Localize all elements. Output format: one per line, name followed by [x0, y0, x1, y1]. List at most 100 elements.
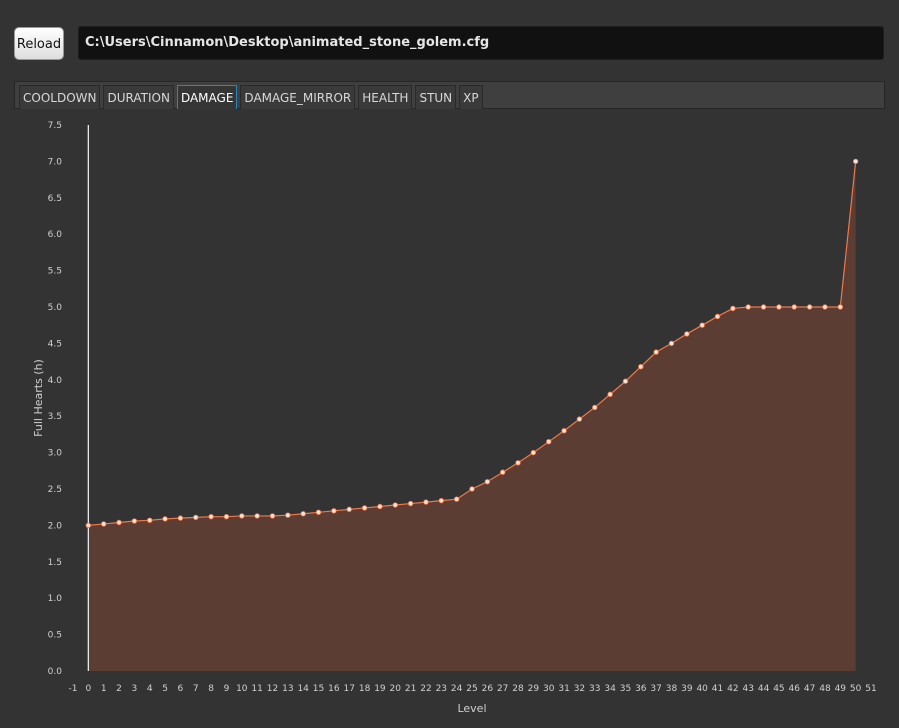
x-tick-label: 18 — [359, 684, 371, 694]
data-point — [131, 518, 138, 524]
tab-bar: COOLDOWN DURATION DAMAGE DAMAGE_MIRROR H… — [14, 81, 885, 109]
x-tick-label: 35 — [620, 684, 631, 694]
data-point — [607, 391, 613, 398]
data-point — [208, 513, 214, 520]
x-tick-label: 31 — [558, 684, 569, 694]
data-point — [193, 514, 199, 521]
damage-chart: 0.0 0.5 1.0 1.5 2.0 2.5 3.0 3.5 4.0 4.5 5.0 5.5 6.0 6… — [32, 121, 877, 715]
y-tick-label: 7.0 — [48, 157, 63, 167]
data-point — [653, 349, 659, 355]
data-point — [469, 486, 475, 492]
x-tick-label: 13 — [282, 684, 293, 694]
x-tick-label: -1 — [69, 684, 78, 694]
tab-health[interactable]: HEALTH — [358, 85, 413, 109]
x-tick-label: 30 — [543, 684, 555, 694]
y-tick-label: 5.0 — [48, 303, 63, 313]
x-tick-label: 3 — [132, 684, 138, 694]
data-point — [499, 469, 506, 475]
data-point — [515, 460, 521, 466]
tab-damage[interactable]: DAMAGE — [176, 85, 238, 109]
data-point — [423, 499, 429, 505]
y-axis-title: Full Hearts (h) — [32, 359, 45, 437]
data-point — [331, 508, 337, 514]
x-tick-label: 43 — [743, 684, 754, 694]
data-point — [116, 519, 122, 526]
data-point — [300, 511, 306, 517]
data-point — [745, 304, 751, 310]
x-tick-label: 40 — [696, 684, 708, 694]
x-tick-label: 12 — [267, 684, 278, 694]
x-tick-label: 38 — [666, 684, 678, 694]
y-tick-label: 0.0 — [48, 667, 63, 677]
file-path-field[interactable]: C:\Users\Cinnamon\Desktop\animated_stone… — [78, 26, 884, 60]
x-tick-label: 1 — [101, 684, 107, 694]
x-axis-title: Level — [457, 702, 486, 715]
data-point — [576, 416, 583, 422]
x-tick-label: 33 — [589, 684, 600, 694]
tab-damage-mirror[interactable]: DAMAGE_MIRROR — [240, 85, 356, 109]
x-tick-label: 49 — [835, 684, 847, 694]
data-point — [177, 515, 184, 521]
x-tick-label: 27 — [497, 684, 508, 694]
data-point — [622, 378, 629, 384]
data-point — [638, 363, 644, 370]
y-tick-label: 1.5 — [48, 558, 62, 568]
x-tick-label: 8 — [208, 684, 214, 694]
y-tick-label: 6.5 — [48, 194, 62, 204]
x-tick-label: 32 — [574, 684, 585, 694]
reload-button[interactable]: Reload — [14, 27, 64, 60]
data-point — [561, 428, 567, 434]
y-tick-label: 2.0 — [48, 521, 63, 531]
data-point — [530, 449, 537, 456]
data-point — [162, 516, 168, 522]
tab-xp[interactable]: XP — [459, 85, 483, 109]
x-tick-label: 45 — [773, 684, 784, 694]
tab-duration[interactable]: DURATION — [103, 85, 174, 109]
data-point — [791, 304, 797, 310]
x-tick-label: 48 — [819, 684, 831, 694]
y-tick-label: 4.0 — [48, 376, 63, 386]
data-point — [147, 517, 153, 524]
x-tick-label: 22 — [420, 684, 431, 694]
data-point — [100, 521, 107, 527]
x-tick-label: 47 — [804, 684, 815, 694]
data-point — [453, 496, 460, 502]
data-point — [377, 503, 383, 510]
x-tick-label: 37 — [650, 684, 661, 694]
tab-cooldown[interactable]: COOLDOWN — [19, 85, 101, 109]
x-tick-label: 23 — [436, 684, 447, 694]
x-tick-label: 39 — [681, 684, 693, 694]
data-point — [546, 438, 552, 445]
data-point — [438, 497, 445, 504]
x-tick-label: 46 — [789, 684, 801, 694]
x-tick-label: 50 — [850, 684, 862, 694]
x-tick-label: 9 — [224, 684, 230, 694]
x-tick-label: 6 — [178, 684, 184, 694]
x-tick-label: 42 — [727, 684, 738, 694]
data-point — [760, 304, 767, 310]
x-tick-label: 51 — [865, 684, 876, 694]
tab-stun[interactable]: STUN — [415, 85, 457, 109]
x-tick-label: 10 — [236, 684, 248, 694]
x-tick-label: 4 — [147, 684, 153, 694]
data-point — [714, 313, 721, 320]
y-tick-label: 3.0 — [48, 449, 63, 459]
data-point — [269, 513, 276, 519]
x-tick-label: 41 — [712, 684, 723, 694]
data-point — [239, 513, 245, 519]
y-tick-label: 7.5 — [48, 121, 62, 131]
x-tick-label: 21 — [405, 684, 416, 694]
y-tick-label: 0.5 — [48, 631, 62, 641]
y-tick-label: 6.0 — [48, 230, 63, 240]
data-point — [361, 505, 368, 511]
x-tick-label: 26 — [482, 684, 494, 694]
data-point — [285, 512, 291, 518]
data-point — [776, 304, 782, 310]
data-point — [822, 304, 828, 310]
x-tick-label: 25 — [466, 684, 477, 694]
data-point — [407, 500, 414, 507]
x-tick-label: 2 — [116, 684, 122, 694]
data-point — [592, 404, 598, 411]
x-tick-label: 20 — [390, 684, 402, 694]
y-tick-label: 5.5 — [48, 267, 62, 277]
